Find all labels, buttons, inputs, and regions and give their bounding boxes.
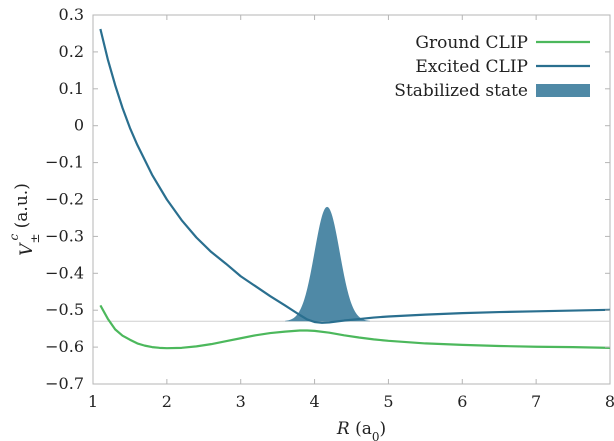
series-line-excited-clip xyxy=(99,28,611,324)
x-tick-label: 5 xyxy=(383,392,393,411)
legend-label: Ground CLIP xyxy=(415,33,528,53)
x-tick-label: 7 xyxy=(531,392,541,411)
plot-frame xyxy=(92,14,611,385)
series-line-ground-clip xyxy=(99,304,611,350)
y-tick-label: −0.4 xyxy=(45,263,84,282)
y-tick-label: −0.7 xyxy=(45,374,84,393)
x-tick-label: 8 xyxy=(605,392,614,411)
y-tick-label: 0.1 xyxy=(59,79,84,98)
y-tick-label: −0.2 xyxy=(45,190,84,209)
legend-label: Excited CLIP xyxy=(415,57,528,77)
y-tick-label: −0.6 xyxy=(45,337,84,356)
y-tick-label: 0.2 xyxy=(59,42,84,61)
y-axis-label: V±c (a.u.) xyxy=(7,183,42,256)
x-tick-label: 2 xyxy=(162,392,172,411)
y-tick-label: 0 xyxy=(74,116,84,135)
x-axis-label: R (a0) xyxy=(336,419,386,441)
legend-label: Stabilized state xyxy=(394,81,528,101)
plot-area xyxy=(92,14,611,385)
y-tick-label: −0.3 xyxy=(45,226,84,245)
axis-labels: R (a0) V±c (a.u.) xyxy=(7,183,386,441)
y-tick-label: 0.3 xyxy=(59,5,84,24)
x-axis-ticks: 1 2 3 4 5 6 7 8 xyxy=(88,15,614,411)
legend: Ground CLIP Excited CLIP Stabilized state xyxy=(394,33,590,101)
x-tick-label: 1 xyxy=(88,392,98,411)
x-tick-label: 4 xyxy=(309,392,319,411)
y-tick-label: −0.5 xyxy=(45,300,84,319)
x-tick-label: 6 xyxy=(457,392,467,411)
series-stabilized-state-area xyxy=(285,206,370,322)
legend-swatch xyxy=(536,84,590,97)
x-tick-label: 3 xyxy=(236,392,246,411)
y-axis-ticks: 0.3 0.2 0.1 0 −0.1 −0.2 −0.3 −0.4 −0.5 −0.6 −0.7 xyxy=(45,5,610,393)
y-tick-label: −0.1 xyxy=(45,153,84,172)
